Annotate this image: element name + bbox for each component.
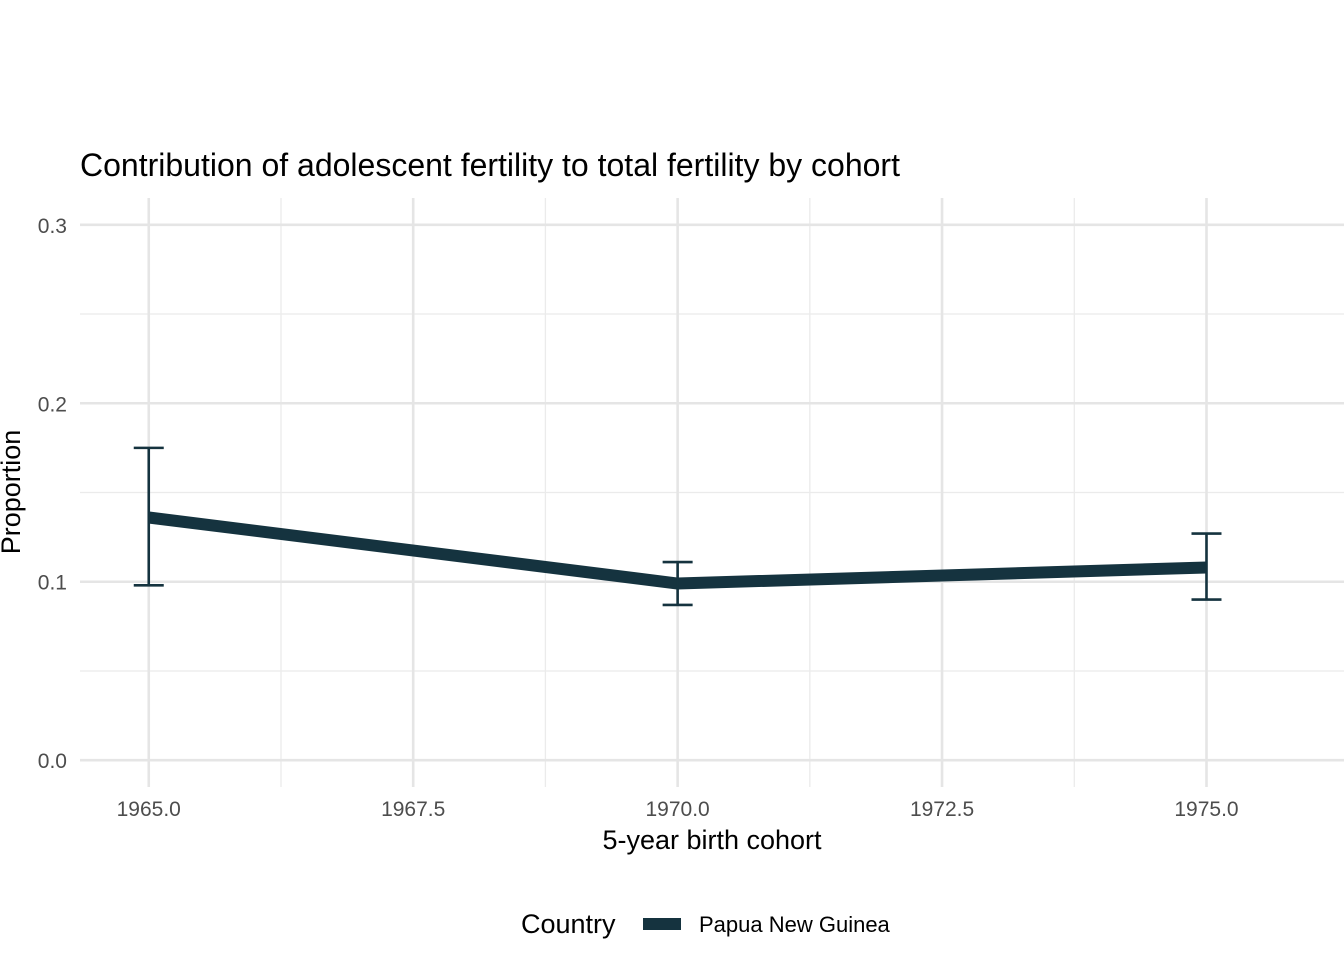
x-tick-label: 1965.0 bbox=[117, 798, 181, 821]
chart-title: Contribution of adolescent fertility to … bbox=[80, 147, 900, 183]
error-bar bbox=[1191, 532, 1222, 601]
error-bar bbox=[662, 560, 693, 607]
y-tick-label: 0.3 bbox=[38, 215, 67, 238]
errorbar-layer bbox=[133, 446, 1222, 607]
error-bar bbox=[133, 446, 164, 587]
legend: Country Papua New Guinea bbox=[521, 909, 891, 939]
y-tick-label: 0.2 bbox=[38, 393, 67, 416]
x-axis-title: 5-year birth cohort bbox=[602, 825, 822, 855]
x-axis-ticks: 1965.0 1967.5 1970.0 1972.5 1975.0 bbox=[117, 798, 1239, 821]
y-axis-ticks: 0.0 0.1 0.2 0.3 bbox=[38, 215, 67, 773]
y-axis-title: Proportion bbox=[0, 430, 26, 555]
legend-items: Papua New Guinea bbox=[643, 912, 891, 937]
grid-minor bbox=[80, 198, 1344, 787]
x-tick-label: 1972.5 bbox=[910, 798, 974, 821]
x-tick-label: 1975.0 bbox=[1174, 798, 1238, 821]
y-tick-label: 0.1 bbox=[38, 572, 67, 595]
y-tick-label: 0.0 bbox=[38, 750, 67, 773]
x-tick-label: 1970.0 bbox=[646, 798, 710, 821]
legend-title: Country bbox=[521, 909, 616, 939]
x-tick-label: 1967.5 bbox=[381, 798, 445, 821]
legend-label: Papua New Guinea bbox=[699, 912, 891, 937]
